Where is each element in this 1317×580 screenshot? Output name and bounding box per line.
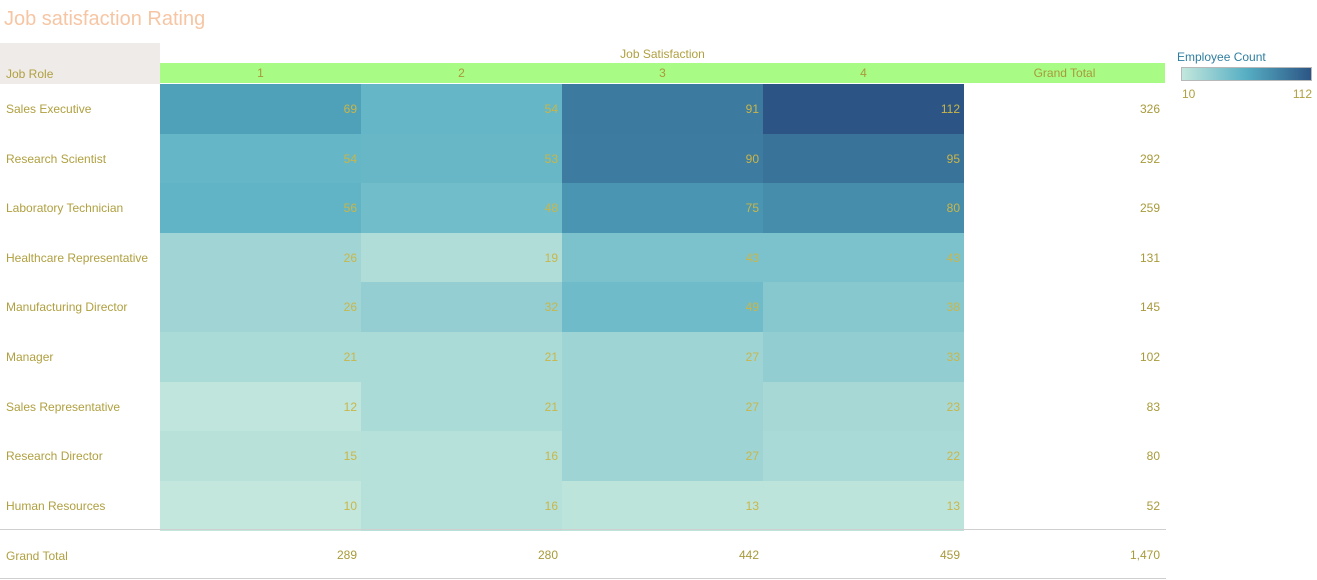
heatmap-cell[interactable]: 43 (562, 233, 763, 283)
heatmap-cell[interactable]: 91 (562, 84, 763, 134)
heatmap-cell[interactable]: 13 (562, 481, 763, 531)
legend-color-ramp[interactable] (1181, 67, 1312, 81)
row-label[interactable]: Manufacturing Director (6, 300, 128, 314)
heatmap-cell[interactable]: 27 (562, 382, 763, 432)
heatmap-cell[interactable]: 21 (160, 332, 361, 382)
grand-total-col-4: 459 (939, 548, 960, 562)
row-grand-total: 259 (1139, 201, 1160, 215)
row-label[interactable]: Sales Executive (6, 102, 92, 116)
heatmap-cell[interactable]: 53 (361, 134, 562, 184)
row-label[interactable]: Human Resources (6, 499, 106, 513)
heatmap-cell[interactable]: 19 (361, 233, 562, 283)
column-header-2[interactable]: 2 (458, 66, 465, 80)
grand-total-col-2: 280 (537, 548, 558, 562)
legend-min-value: 10 (1182, 87, 1196, 101)
table-bottom-border (0, 578, 1166, 579)
column-header-1[interactable]: 1 (257, 66, 264, 80)
heatmap-cell[interactable]: 48 (361, 183, 562, 233)
column-dimension-label: Job Satisfaction (620, 47, 705, 61)
grand-total-row-label: Grand Total (6, 549, 68, 563)
grand-total-col-3: 442 (738, 548, 759, 562)
heatmap-cell[interactable]: 90 (562, 134, 763, 184)
row-grand-total: 83 (1146, 400, 1160, 414)
heatmap-cell[interactable]: 10 (160, 481, 361, 531)
heatmap-cell[interactable]: 75 (562, 183, 763, 233)
heatmap-cell[interactable]: 69 (160, 84, 361, 134)
row-label[interactable]: Research Scientist (6, 152, 107, 166)
heatmap-cell[interactable]: 21 (361, 382, 562, 432)
column-header-band (160, 63, 1165, 83)
row-label[interactable]: Laboratory Technician (6, 201, 124, 215)
grand-total-col-1: 289 (336, 548, 357, 562)
heatmap-cell[interactable]: 15 (160, 431, 361, 481)
grand-total-divider (0, 529, 1166, 530)
heatmap-cell[interactable]: 112 (763, 84, 964, 134)
dashboard-title: Job satisfaction Rating (4, 8, 206, 30)
row-grand-total: 145 (1139, 300, 1160, 314)
heatmap-cell[interactable]: 12 (160, 382, 361, 432)
heatmap-cell[interactable]: 16 (361, 431, 562, 481)
legend-max-value: 112 (1292, 87, 1312, 101)
legend-title: Employee Count (1177, 50, 1266, 64)
heatmap-cell[interactable]: 26 (160, 282, 361, 332)
heatmap-cell[interactable]: 54 (160, 134, 361, 184)
grand-total-overall: 1,470 (1129, 548, 1160, 562)
row-grand-total: 292 (1139, 152, 1160, 166)
heatmap-cell[interactable]: 13 (763, 481, 964, 531)
heatmap-cell[interactable]: 95 (763, 134, 964, 184)
row-grand-total: 102 (1139, 350, 1160, 364)
heatmap-cell[interactable]: 38 (763, 282, 964, 332)
heatmap-cell[interactable]: 54 (361, 84, 562, 134)
heatmap-cell[interactable]: 56 (160, 183, 361, 233)
row-grand-total: 326 (1139, 102, 1160, 116)
row-label[interactable]: Sales Representative (6, 400, 121, 414)
heatmap-cell[interactable]: 33 (763, 332, 964, 382)
heatmap-cell[interactable]: 22 (763, 431, 964, 481)
column-header-3[interactable]: 3 (659, 66, 666, 80)
column-header-grand-total[interactable]: Grand Total (1033, 66, 1096, 80)
row-label[interactable]: Manager (6, 350, 54, 364)
row-grand-total: 80 (1146, 449, 1160, 463)
heatmap-cell[interactable]: 16 (361, 481, 562, 531)
heatmap-cell[interactable]: 27 (562, 332, 763, 382)
heatmap-cell[interactable]: 21 (361, 332, 562, 382)
row-dimension-label: Job Role (6, 67, 54, 81)
heatmap-cell[interactable]: 43 (763, 233, 964, 283)
column-header-4[interactable]: 4 (860, 66, 867, 80)
heatmap-cell[interactable]: 23 (763, 382, 964, 432)
heatmap-cell[interactable]: 27 (562, 431, 763, 481)
heatmap-cell[interactable]: 49 (562, 282, 763, 332)
row-label[interactable]: Healthcare Representative (6, 251, 149, 265)
row-header-corner (0, 43, 160, 84)
heatmap-cell[interactable]: 80 (763, 183, 964, 233)
heatmap-cell[interactable]: 26 (160, 233, 361, 283)
row-label[interactable]: Research Director (6, 449, 103, 463)
heatmap-cell[interactable]: 32 (361, 282, 562, 332)
row-grand-total: 52 (1146, 499, 1160, 513)
row-grand-total: 131 (1139, 251, 1160, 265)
